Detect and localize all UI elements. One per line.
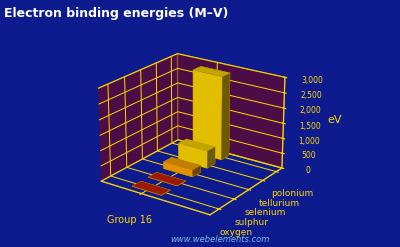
Text: www.webelements.com: www.webelements.com — [170, 235, 270, 244]
Text: Electron binding energies (M–V): Electron binding energies (M–V) — [4, 7, 228, 21]
